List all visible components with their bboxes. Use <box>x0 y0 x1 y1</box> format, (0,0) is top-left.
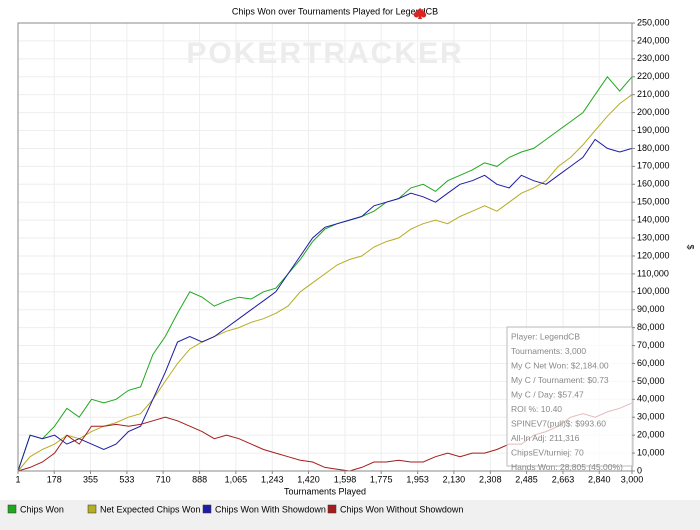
y-tick-label: 130,000 <box>637 232 670 242</box>
y-tick-label: 160,000 <box>637 179 670 189</box>
x-tick-label: 888 <box>192 474 207 484</box>
y-tick-label: 150,000 <box>637 197 670 207</box>
x-tick-label: 2,308 <box>479 474 502 484</box>
series-line <box>17 138 633 472</box>
x-tick-label: 2,485 <box>515 474 538 484</box>
x-tick-label: 1,953 <box>406 474 429 484</box>
info-line: My C Net Won: $2,184.00 <box>511 360 609 370</box>
y-tick-label: 250,000 <box>637 17 670 27</box>
x-tick-label: 1,598 <box>334 474 357 484</box>
legend-label: Chips Won With Showdown <box>215 504 326 514</box>
x-tick-label: 2,663 <box>552 474 575 484</box>
y-tick-label: 40,000 <box>637 394 665 404</box>
y-tick-label: 80,000 <box>637 322 665 332</box>
y-tick-label: 230,000 <box>637 53 670 63</box>
x-tick-label: 533 <box>119 474 134 484</box>
x-tick-label: 1 <box>15 474 20 484</box>
info-line: Hands Won: 28,805 (45.00%) <box>511 462 623 472</box>
x-tick-label: 178 <box>47 474 62 484</box>
legend-item: Chips Won With Showdown <box>202 504 326 514</box>
legend-item: Chips Won <box>7 504 64 514</box>
x-tick-label: 2,130 <box>443 474 466 484</box>
info-line: My C / Tournament: $0.73 <box>511 375 609 385</box>
y-tick-label: 10,000 <box>637 447 665 457</box>
y-tick-label: 110,000 <box>637 268 669 278</box>
y-tick-label: 210,000 <box>637 89 670 99</box>
y-tick-label: 240,000 <box>637 35 670 45</box>
plot-frame <box>17 22 633 472</box>
y-tick-label: 60,000 <box>637 358 665 368</box>
y-tick-label: 50,000 <box>637 376 665 386</box>
y-tick-label: 200,000 <box>637 107 670 117</box>
info-line: ChipsEV/turniej: 70 <box>511 447 584 457</box>
legend-label: Chips Won Without Showdown <box>340 504 463 514</box>
y-tick-label: 170,000 <box>637 161 670 171</box>
spade-icon <box>413 8 427 19</box>
info-line: Tournaments: 3,000 <box>511 346 586 356</box>
legend-label: Chips Won <box>20 504 64 514</box>
legend-swatch <box>87 504 97 514</box>
legend-swatch <box>202 504 212 514</box>
x-axis-label: Tournaments Played <box>284 486 366 496</box>
info-line: All-In Adj: 211,316 <box>511 433 580 443</box>
x-tick-label: 2,840 <box>588 474 611 484</box>
y-axis-label: $ <box>686 244 696 249</box>
watermark: POKERTRACKER <box>186 37 463 70</box>
legend-swatch <box>327 504 337 514</box>
y-tick-label: 0 <box>637 465 642 475</box>
info-line: SPINEV7(pull)$: $993.60 <box>511 418 606 428</box>
chart-title: Chips Won over Tournaments Played for Le… <box>232 6 438 16</box>
x-tick-label: 1,420 <box>297 474 320 484</box>
y-tick-label: 20,000 <box>637 430 665 440</box>
y-tick-label: 190,000 <box>637 125 670 135</box>
legend-bar <box>0 500 700 530</box>
legend-item: Net Expected Chips Won <box>87 504 200 514</box>
x-tick-label: 710 <box>156 474 171 484</box>
x-tick-label: 1,775 <box>370 474 393 484</box>
series-line <box>17 94 633 472</box>
info-line: ROI %: 10.40 <box>511 404 562 414</box>
legend-label: Net Expected Chips Won <box>100 504 200 514</box>
legend-item: Chips Won Without Showdown <box>327 504 463 514</box>
info-line: Player: LegendCB <box>511 331 580 341</box>
y-tick-label: 90,000 <box>637 304 665 314</box>
y-tick-label: 220,000 <box>637 71 670 81</box>
x-tick-label: 3,000 <box>621 474 644 484</box>
legend-swatch <box>7 504 17 514</box>
x-tick-label: 1,243 <box>261 474 284 484</box>
series-line <box>17 75 633 472</box>
y-tick-label: 30,000 <box>637 412 665 422</box>
y-tick-label: 140,000 <box>637 214 670 224</box>
info-line: My C / Day: $57.47 <box>511 389 584 399</box>
y-tick-label: 70,000 <box>637 340 665 350</box>
info-box-frame <box>506 326 634 467</box>
y-tick-label: 100,000 <box>637 286 670 296</box>
x-tick-label: 355 <box>83 474 98 484</box>
y-tick-label: 120,000 <box>637 250 670 260</box>
x-tick-label: 1,065 <box>225 474 248 484</box>
info-box: Player: LegendCB Tournaments: 3,000 My C N… <box>506 326 634 472</box>
y-tick-label: 180,000 <box>637 143 670 153</box>
